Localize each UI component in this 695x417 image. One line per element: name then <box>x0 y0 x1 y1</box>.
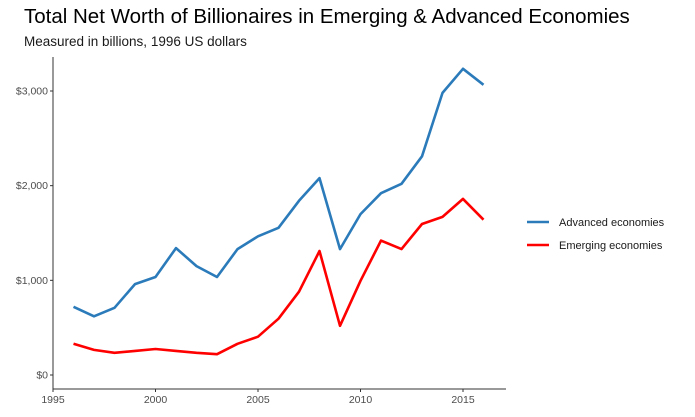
legend-item: Advanced economies <box>527 217 665 229</box>
x-tick-label: 2000 <box>144 394 168 406</box>
y-tick-label: $2,000 <box>16 180 48 192</box>
x-tick-label: 1995 <box>41 394 65 406</box>
chart-subtitle: Measured in billions, 1996 US dollars <box>24 34 247 49</box>
legend-label: Emerging economies <box>559 240 663 252</box>
y-tick-label: $1,000 <box>16 275 48 287</box>
x-tick-label: 2015 <box>451 394 475 406</box>
series-line-advanced-economies <box>72 67 485 318</box>
series-line-emerging-economies <box>73 197 485 356</box>
legend-label: Advanced economies <box>559 217 665 229</box>
chart-title: Total Net Worth of Billionaires in Emerg… <box>24 5 630 28</box>
legend: Advanced economies Emerging economies <box>527 217 665 252</box>
axes: $0 $1,000 $2,000 $3,000 1995 2000 2005 2010 2015 <box>16 57 506 406</box>
y-tick-label: $0 <box>36 370 48 382</box>
y-tick-label: $3,000 <box>16 86 48 98</box>
legend-item: Emerging economies <box>527 240 663 252</box>
x-tick-label: 2010 <box>349 394 373 406</box>
x-tick-label: 2005 <box>246 394 270 406</box>
series-lines <box>72 67 485 356</box>
